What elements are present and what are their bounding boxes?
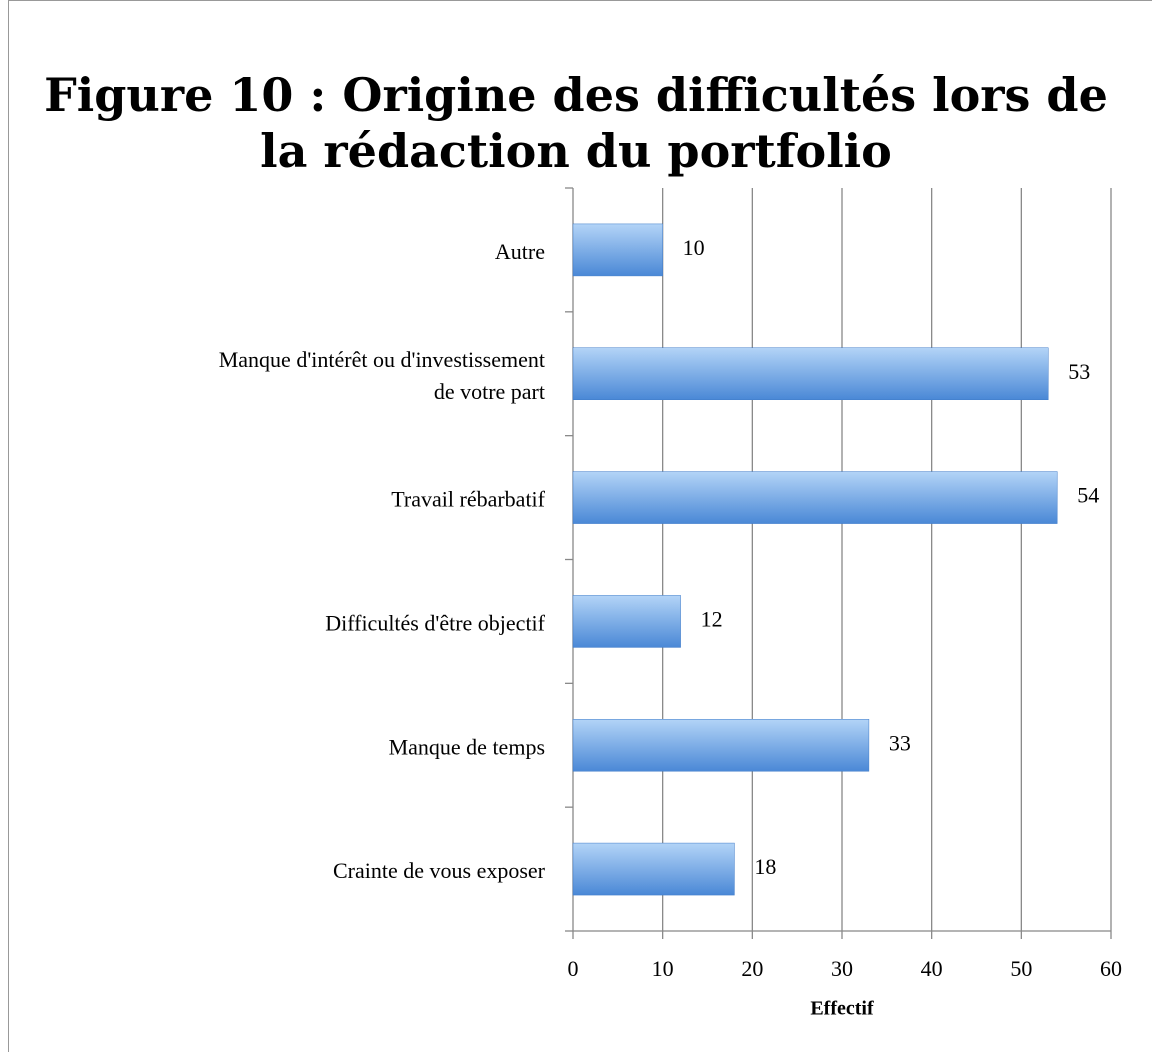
bar: [572, 347, 1049, 400]
chart-title: Figure 10 : Origine des difficultés lors…: [44, 68, 1108, 178]
value-label: 10: [683, 235, 705, 260]
value-label: 18: [754, 854, 776, 879]
x-tick-label: 10: [652, 956, 674, 981]
value-label: 33: [889, 730, 911, 755]
x-tick-label: 40: [921, 956, 943, 981]
x-axis-label: Effectif: [810, 998, 874, 1020]
value-label: 53: [1068, 359, 1090, 384]
value-label: 12: [701, 606, 723, 631]
frame: [8, 0, 1152, 1052]
x-tick-label: 50: [1010, 956, 1032, 981]
x-tick-label: 20: [741, 956, 763, 981]
x-tick-label: 60: [1100, 956, 1122, 981]
y-tick-label: Crainte de vous exposer: [333, 858, 546, 883]
value-label: 54: [1077, 483, 1099, 508]
y-tick-label: Autre: [495, 239, 545, 264]
y-tick-label: Difficultés d'être objectif: [325, 610, 545, 635]
bar: [572, 595, 681, 648]
x-tick-label: 0: [568, 956, 579, 981]
y-tick-label: Manque de temps: [389, 734, 545, 759]
bar: [572, 223, 663, 277]
bar: [572, 719, 870, 772]
bar: [572, 842, 735, 896]
x-tick-label: 30: [831, 956, 853, 981]
bar: [572, 471, 1058, 524]
y-tick-label: Manque d'intérêt ou d'investissement de v…: [219, 347, 545, 404]
y-tick-label: Travail rébarbatif: [391, 487, 545, 512]
